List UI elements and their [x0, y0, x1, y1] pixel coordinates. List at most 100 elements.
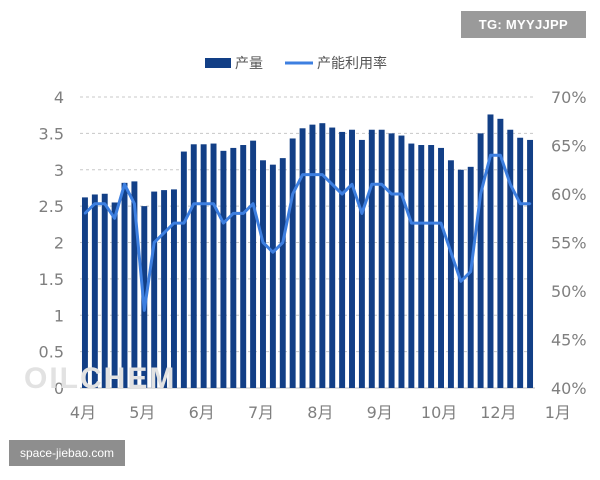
left-tick-label: 1: [54, 306, 64, 325]
telegram-tag: TG: MYYJJPP: [460, 11, 586, 38]
bar: [171, 189, 177, 388]
legend-bar-label: 产量: [235, 56, 263, 72]
line-point: [489, 154, 492, 157]
line-point: [103, 202, 106, 205]
bar: [121, 182, 128, 388]
line-point: [83, 212, 87, 215]
x-tick-label: 4月: [70, 403, 96, 422]
line-point: [340, 192, 344, 196]
bar: [269, 164, 276, 388]
left-tick-label: 3: [54, 161, 64, 180]
bar: [428, 145, 435, 388]
line-point: [202, 202, 205, 205]
line-point: [420, 221, 423, 225]
bar: [378, 129, 385, 389]
bar: [250, 140, 257, 388]
bar: [101, 193, 108, 388]
right-tick-label: 45%: [551, 331, 587, 350]
bars: [81, 114, 534, 389]
right-tick-label: 55%: [551, 234, 587, 253]
bar: [368, 129, 375, 389]
bar: [309, 124, 316, 389]
bar: [111, 202, 118, 388]
bar: [358, 139, 365, 388]
x-tick-label: 9月: [367, 403, 393, 422]
bar: [161, 190, 168, 388]
line-point: [281, 241, 284, 244]
x-tick-label: 7月: [248, 403, 274, 422]
line-point: [93, 202, 97, 205]
line-point: [479, 192, 482, 196]
bar: [230, 147, 237, 388]
bar: [527, 139, 534, 388]
line-point: [113, 217, 116, 220]
bar: [319, 123, 326, 388]
bar: [180, 151, 187, 388]
line-point: [321, 173, 324, 176]
line-point: [350, 183, 354, 186]
watermark: OILCHEM: [24, 362, 177, 395]
line-point: [172, 221, 176, 225]
line-point: [232, 212, 235, 215]
bar: [349, 129, 355, 389]
bar: [279, 158, 286, 388]
bar: [408, 143, 415, 388]
line-point: [459, 280, 463, 283]
x-axis-labels: 4月5月6月7月8月9月10月12月1月2月: [70, 403, 571, 422]
bar: [151, 191, 158, 388]
x-tick-label: 1月: [545, 403, 571, 422]
line-point: [370, 183, 373, 186]
right-tick-label: 50%: [551, 282, 587, 301]
bar: [329, 127, 336, 389]
left-tick-label: 3.5: [39, 124, 64, 143]
left-axis-labels: 0 0.5 1 1.5 2 2.5 3 3.5 4: [39, 88, 64, 398]
line-point: [192, 202, 195, 205]
utilization-line-path: [83, 153, 531, 312]
left-tick-label: 1.5: [39, 270, 64, 289]
bar: [339, 131, 346, 389]
line-point: [182, 221, 186, 225]
bar: [388, 133, 395, 388]
line-point: [509, 183, 512, 186]
bar: [91, 194, 98, 388]
line-point: [291, 192, 294, 196]
bar: [447, 160, 454, 388]
bar: [507, 129, 514, 389]
bar: [81, 197, 88, 388]
line-point: [380, 183, 383, 186]
bar: [240, 145, 247, 388]
bar: [467, 166, 474, 388]
legend-line-label: 产能利用率: [317, 55, 387, 72]
line-point: [242, 212, 245, 215]
line-point: [162, 231, 166, 234]
line-point: [528, 202, 532, 205]
line-point: [301, 173, 304, 176]
left-tick-label: 0: [54, 379, 64, 398]
gridlines: [80, 96, 535, 389]
right-axis-labels: 40% 45% 50% 55% 60% 65% 70%: [551, 88, 587, 398]
x-tick-label: 8月: [307, 403, 333, 422]
line-point: [439, 221, 443, 225]
legend-bar-swatch: [205, 58, 231, 68]
line-point: [331, 183, 334, 186]
legend: 产量 产能利用率: [205, 55, 387, 72]
bar: [190, 144, 197, 388]
bar: [398, 135, 405, 388]
left-tick-label: 0.5: [39, 343, 64, 362]
line-point: [261, 241, 265, 244]
line-point: [400, 192, 403, 196]
right-tick-label: 65%: [551, 137, 587, 156]
bar: [418, 145, 425, 388]
bar: [438, 147, 444, 388]
utilization-line: [83, 153, 532, 312]
bar: [289, 138, 296, 388]
x-tick-label: 6月: [189, 403, 215, 422]
left-tick-label: 2: [54, 234, 64, 253]
line-point: [133, 202, 136, 205]
x-tick-label: 12月: [480, 403, 516, 422]
bar: [487, 114, 494, 389]
line-point: [429, 221, 433, 225]
bar: [200, 144, 207, 388]
left-tick-label: 2.5: [39, 197, 64, 216]
